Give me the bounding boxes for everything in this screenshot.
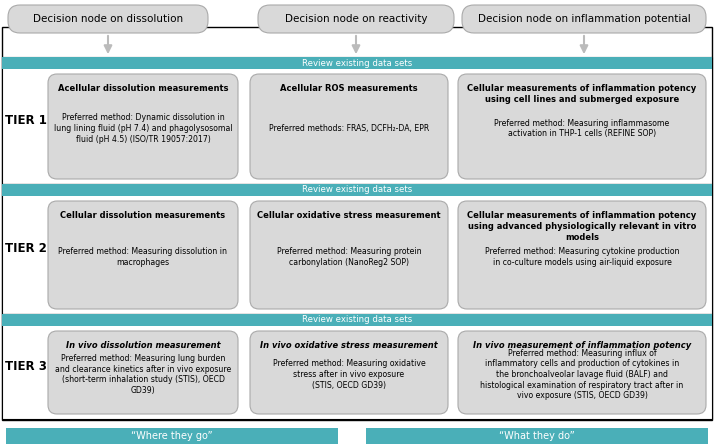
Text: Decision node on inflammation potential: Decision node on inflammation potential (478, 14, 690, 24)
FancyBboxPatch shape (458, 74, 706, 179)
Text: Review existing data sets: Review existing data sets (302, 316, 412, 325)
Text: Preferred method: Dynamic dissolution in
lung lining fluid (pH 7.4) and phagolys: Preferred method: Dynamic dissolution in… (54, 113, 232, 144)
Text: Preferred methods: FRAS, DCFH₂-DA, EPR: Preferred methods: FRAS, DCFH₂-DA, EPR (269, 124, 429, 133)
Text: Review existing data sets: Review existing data sets (302, 59, 412, 67)
FancyBboxPatch shape (48, 74, 238, 179)
Bar (2, 314, 712, 419)
FancyBboxPatch shape (48, 201, 238, 309)
Text: TIER 3: TIER 3 (5, 360, 47, 373)
FancyBboxPatch shape (8, 5, 208, 33)
Text: In vivo oxidative stress measurement: In vivo oxidative stress measurement (260, 341, 438, 350)
Text: Decision node on dissolution: Decision node on dissolution (33, 14, 183, 24)
Bar (6, 428, 338, 444)
Text: Cellular measurements of inflammation potency
using advanced physiologically rel: Cellular measurements of inflammation po… (468, 211, 697, 241)
FancyBboxPatch shape (48, 331, 238, 414)
Text: Preferred method: Measuring protein
carbonylation (NanoReg2 SOP): Preferred method: Measuring protein carb… (277, 247, 421, 267)
Text: TIER 1: TIER 1 (5, 114, 47, 127)
Text: TIER 2: TIER 2 (5, 243, 47, 256)
Text: Acellular dissolution measurements: Acellular dissolution measurements (58, 84, 228, 93)
Bar (2, 314, 712, 326)
Text: Preferred method: Measuring lung burden
and clearance kinetics after in vivo exp: Preferred method: Measuring lung burden … (55, 354, 231, 395)
FancyBboxPatch shape (462, 5, 706, 33)
Text: Cellular oxidative stress measurement: Cellular oxidative stress measurement (257, 211, 441, 220)
Bar (2, 57, 712, 184)
Text: Acellular ROS measurements: Acellular ROS measurements (280, 84, 418, 93)
Bar (2, 184, 712, 314)
FancyBboxPatch shape (250, 331, 448, 414)
Text: Cellular measurements of inflammation potency
using cell lines and submerged exp: Cellular measurements of inflammation po… (468, 84, 697, 104)
FancyBboxPatch shape (258, 5, 454, 33)
Text: Preferred method: Measuring oxidative
stress after in vivo exposure
(STIS, OECD : Preferred method: Measuring oxidative st… (273, 359, 426, 390)
Bar (366, 428, 708, 444)
Text: Cellular dissolution measurements: Cellular dissolution measurements (61, 211, 226, 220)
Text: In vivo measurement of inflammation potency: In vivo measurement of inflammation pote… (473, 341, 691, 350)
FancyBboxPatch shape (250, 201, 448, 309)
Bar (2, 184, 712, 196)
FancyBboxPatch shape (458, 331, 706, 414)
Text: In vivo dissolution measurement: In vivo dissolution measurement (66, 341, 221, 350)
Text: “Where they go”: “Where they go” (131, 431, 213, 441)
Bar (2, 57, 712, 69)
Text: “What they do”: “What they do” (499, 431, 575, 441)
Text: Preferred method: Measuring dissolution in
macrophages: Preferred method: Measuring dissolution … (59, 247, 228, 267)
Text: Preferred method: Measuring influx of
inflammatory cells and production of cytok: Preferred method: Measuring influx of in… (481, 349, 683, 401)
Text: Preferred method: Measuring inflammasome
activation in THP-1 cells (REFINE SOP): Preferred method: Measuring inflammasome… (494, 118, 670, 139)
Bar (2, 27, 712, 420)
Text: Review existing data sets: Review existing data sets (302, 186, 412, 194)
Text: Decision node on reactivity: Decision node on reactivity (285, 14, 427, 24)
Text: Preferred method: Measuring cytokine production
in co-culture models using air-l: Preferred method: Measuring cytokine pro… (485, 247, 679, 267)
FancyBboxPatch shape (250, 74, 448, 179)
FancyBboxPatch shape (458, 201, 706, 309)
